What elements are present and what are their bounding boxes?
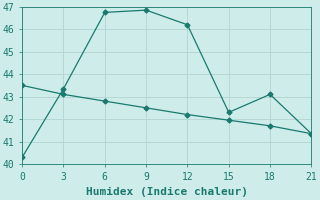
X-axis label: Humidex (Indice chaleur): Humidex (Indice chaleur) — [86, 187, 248, 197]
